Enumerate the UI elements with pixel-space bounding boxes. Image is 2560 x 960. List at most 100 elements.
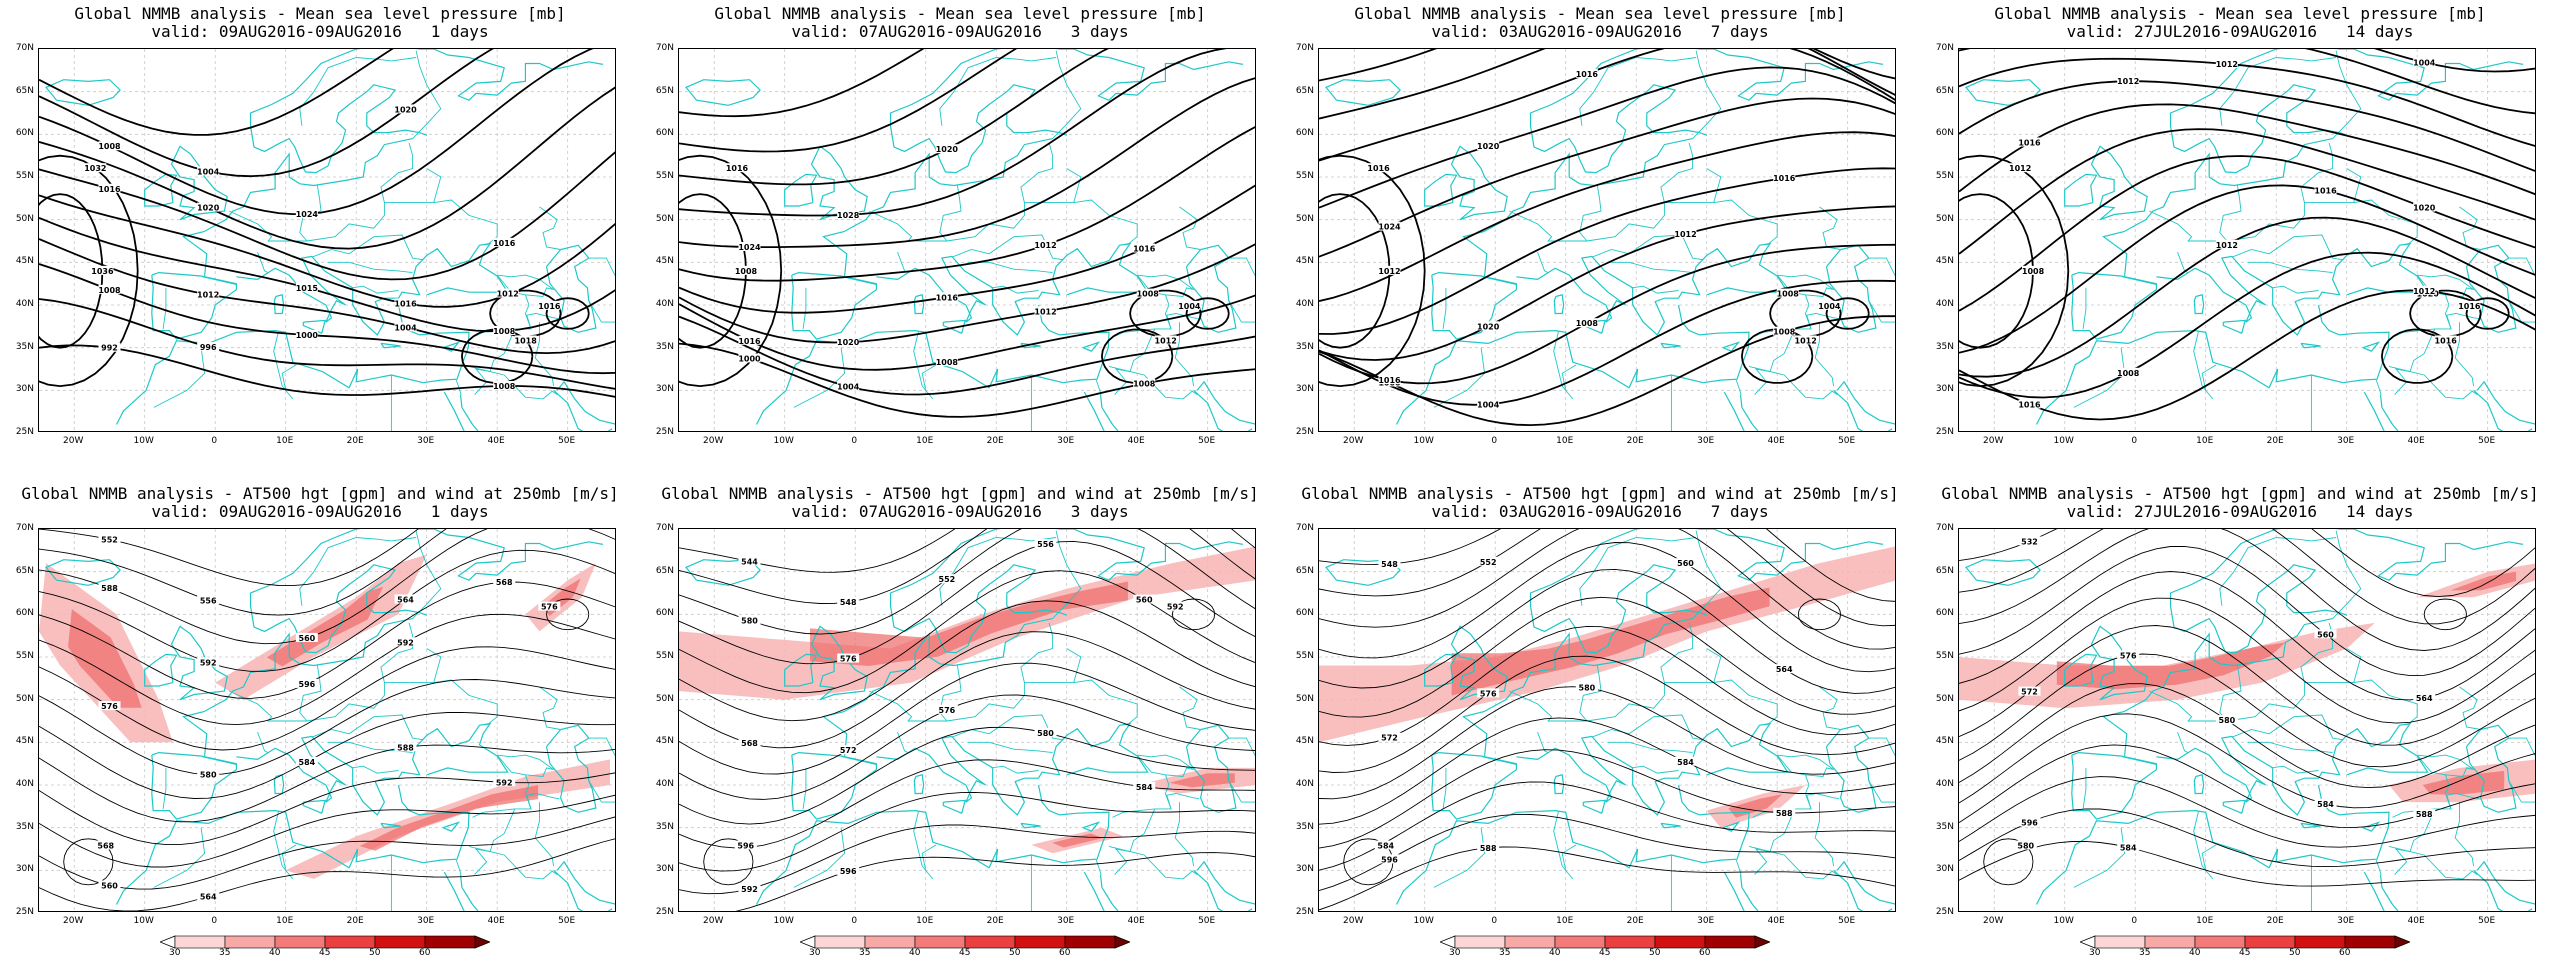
contour-label: 1016 [493,237,516,248]
svg-text:1016: 1016 [2458,302,2481,311]
contour-label: 588 [98,583,121,593]
wind-speed-colorbar: 30 35 40 45 50 60 [158,934,492,960]
contour-label: 1020 [1477,321,1500,331]
svg-text:560: 560 [1677,559,1694,568]
svg-text:1024: 1024 [296,210,319,219]
contour-lines [679,529,1255,911]
coastlines [685,49,1255,431]
svg-text:568: 568 [496,578,513,587]
colorbar-tick-label: 50 [369,948,381,958]
colorbar-tick-label: 60 [1699,948,1711,958]
svg-text:1020: 1020 [394,105,417,114]
svg-text:996: 996 [200,343,217,352]
latitude-label: 30N [15,864,34,875]
svg-text:1016: 1016 [2018,139,2041,148]
graticule [39,529,615,911]
svg-text:560: 560 [299,634,316,643]
colorbar-tick-label: 30 [809,948,821,958]
contour-label: 1016 [538,300,561,311]
latitude-label: 25N [15,907,34,917]
contour-label: 1024 [738,242,761,252]
panel-valid-period: valid: 07AUG2016-09AUG2016 3 days [791,502,1129,521]
svg-text:588: 588 [101,584,118,593]
map-area: 992 996 1000 1004 1008 1016 1020 1024 1020 1036 10… [38,48,616,432]
svg-text:1000: 1000 [296,331,319,340]
svg-text:1024: 1024 [1378,223,1401,232]
jet-wind-shading [679,546,1255,854]
svg-text:1004: 1004 [1818,302,1841,311]
contour-label: 1012 [2216,239,2238,250]
svg-text:1012: 1012 [1674,230,1696,239]
latitude-label: 65N [15,565,34,576]
contour-label: 1008 [2022,265,2045,276]
latitude-label: 60N [1935,128,1954,139]
svg-text:1012: 1012 [2216,241,2238,250]
contour-label: 576 [837,653,860,664]
svg-text:1008: 1008 [735,267,758,276]
contour-label: 532 [2018,536,2041,546]
longitude-label: 40E [1767,916,1785,926]
country-borders [153,50,615,431]
latitude-label: 60N [15,608,34,619]
latitude-label: 25N [655,427,674,437]
latitude-label: 35N [1295,341,1314,352]
contour-label: 1020 [837,337,860,347]
latitude-label: 35N [655,821,674,832]
contour-label: 584 [1674,756,1697,767]
latitude-label: 50N [15,213,34,224]
contour-label: 1012 [497,288,519,299]
map-svg: 544 548 552 556 560 568 572 576 580 584 592 596 596 5… [679,529,1255,911]
contour-label: 584 [1374,840,1397,851]
contour-label: 1000 [296,329,319,340]
map-panel-z500-14: Global NMMB analysis - AT500 hgt [gpm] a… [1920,480,2560,960]
svg-text:592: 592 [200,658,217,667]
longitude-label: 30E [1057,916,1075,926]
contour-label: 592 [394,637,417,647]
contour-label: 572 [2018,686,2041,697]
panel-valid-period: valid: 09AUG2016-09AUG2016 1 days [151,502,489,521]
contour-label: 564 [1773,664,1796,674]
latitude-label: 50N [1935,693,1954,704]
contour-label: 596 [2018,817,2041,827]
colorbar-tick-label: 50 [1649,948,1661,958]
contour-label: 996 [197,342,220,352]
map-panel-z500-3: Global NMMB analysis - AT500 hgt [gpm] a… [640,480,1280,960]
latitude-label: 30N [1935,864,1954,875]
contour-label: 1008 [493,325,516,336]
svg-text:1016: 1016 [1576,70,1599,79]
svg-text:1020: 1020 [2413,204,2436,213]
svg-text:1004: 1004 [2413,58,2436,67]
longitude-label: 50E [1838,916,1856,926]
svg-text:552: 552 [939,575,956,584]
contour-labels: 544 548 552 556 560 568 572 576 580 584 592 596 596 5… [734,539,1187,894]
latitude-label: 45N [655,256,674,267]
longitude-label: 20W [703,436,724,446]
contour-label: 596 [837,866,860,876]
longitude-label: 20E [986,916,1004,926]
contour-label: 552 [1477,556,1500,567]
svg-text:1012: 1012 [2117,77,2139,86]
svg-text:1016: 1016 [1367,164,1390,173]
svg-text:576: 576 [2120,651,2137,660]
longitude-label: 10E [2196,916,2214,926]
svg-text:1004: 1004 [1477,400,1500,409]
svg-text:1008: 1008 [2117,369,2140,378]
svg-text:1016: 1016 [1378,376,1401,385]
contour-labels: 1000100410081012101610241020101610121016… [1367,68,1841,409]
latitude-label: 30N [1935,384,1954,395]
svg-text:1028: 1028 [837,211,860,220]
latitude-label: 70N [1295,43,1314,53]
latitude-label: 60N [655,608,674,619]
svg-text:1004: 1004 [1178,302,1201,311]
longitude-label: 0 [1491,916,1498,926]
map-panel-mslp-1: Global NMMB analysis - Mean sea level pr… [0,0,640,480]
contour-label: 1012 [2413,285,2435,296]
latitude-label: 70N [655,523,674,533]
contour-label: 576 [935,704,958,715]
svg-text:592: 592 [1167,603,1184,612]
svg-text:548: 548 [840,598,857,607]
contour-label: 1012 [197,289,219,300]
latitude-label: 45N [15,256,34,267]
longitude-label: 20E [986,436,1004,446]
svg-text:1012: 1012 [2216,60,2238,69]
